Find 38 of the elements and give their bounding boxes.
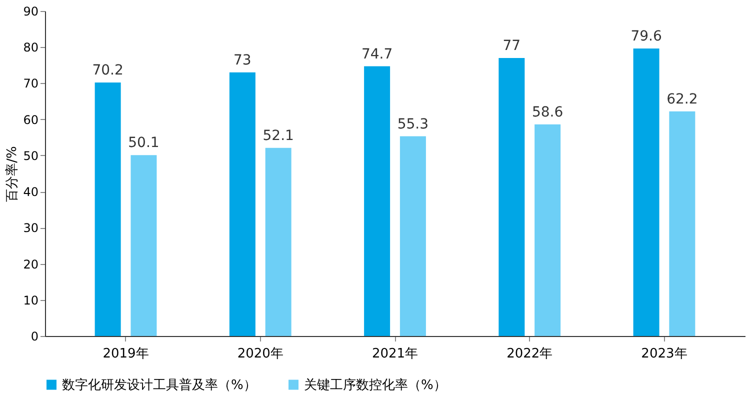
data-label: 74.7	[361, 46, 393, 62]
y-axis-title: 百分率/%	[4, 146, 20, 202]
y-tick-label: 70	[23, 76, 38, 91]
data-label: 77	[502, 38, 521, 54]
x-tick-label: 2019年	[102, 346, 149, 362]
data-label: 73	[234, 52, 252, 68]
x-tick-label: 2022年	[506, 346, 553, 362]
bar	[669, 111, 696, 336]
data-label: 55.3	[397, 116, 429, 132]
bar	[265, 148, 292, 336]
bar	[364, 66, 390, 336]
y-tick-label: 10	[23, 293, 38, 308]
bar	[400, 136, 426, 336]
bar	[229, 72, 256, 336]
legend-label: 关键工序数控化率（%）	[304, 376, 446, 393]
bar	[130, 155, 157, 336]
y-tick-label: 30	[23, 221, 38, 236]
data-label: 58.6	[532, 104, 564, 120]
data-label: 50.1	[128, 135, 160, 152]
y-tick-label: 90	[23, 4, 38, 18]
x-tick-label: 2021年	[372, 346, 418, 362]
y-tick-label: 60	[23, 112, 38, 127]
x-tick-label: 2020年	[237, 346, 284, 362]
bar	[633, 48, 660, 336]
data-label: 52.1	[262, 128, 294, 144]
legend-label: 数字化研发设计工具普及率（%）	[62, 376, 256, 393]
data-label: 79.6	[630, 28, 662, 45]
y-tick-label: 40	[23, 185, 38, 200]
bar	[498, 58, 525, 336]
y-tick-label: 20	[23, 257, 38, 272]
y-tick-label: 80	[23, 40, 38, 55]
x-tick-label: 2023年	[641, 346, 688, 362]
y-tick-label: 0	[30, 330, 38, 344]
bar	[94, 82, 121, 336]
data-label: 62.2	[666, 91, 698, 108]
bar	[534, 124, 561, 336]
data-label: 70.2	[92, 62, 124, 78]
y-tick-label: 50	[23, 148, 38, 163]
